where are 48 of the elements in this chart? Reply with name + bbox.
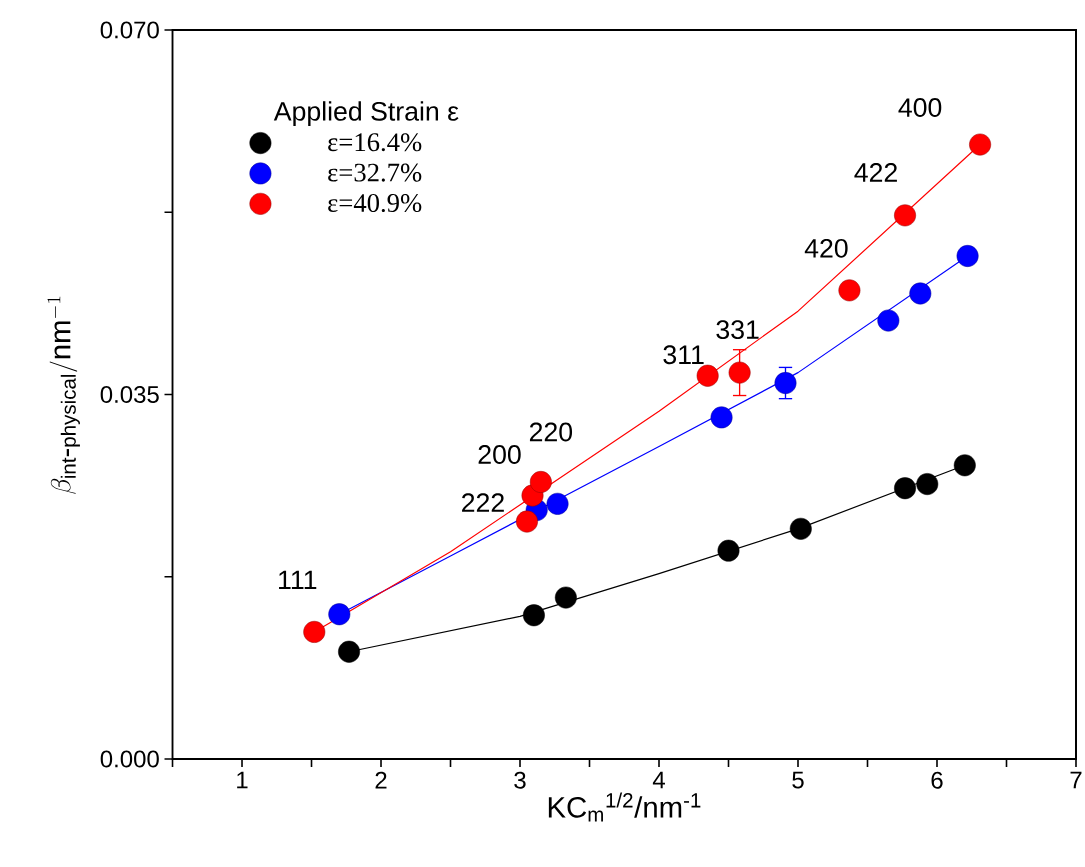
point (546, 492, 569, 515)
legend-label: ε=40.9% (328, 193, 422, 213)
point (338, 640, 360, 663)
x-tick-label: 1 (237, 771, 248, 789)
x-tick-label: 3 (514, 771, 526, 789)
annotation: 220 (529, 422, 573, 442)
y-axis-title: $\beta_{\mathrm{int\mbox{-}physical}}/\mathrm{nm}^{-1}$ (47, 296, 80, 494)
point (956, 245, 979, 267)
point (916, 473, 939, 495)
point (969, 133, 992, 156)
annotation: 111 (279, 570, 317, 590)
point (696, 364, 719, 387)
point (303, 620, 326, 643)
legend-label: ε=32.7% (328, 163, 422, 182)
annotation: 222 (462, 493, 504, 512)
y-tick-label: 0.000 (100, 750, 159, 768)
annotation: 422 (854, 163, 897, 182)
annotation: 420 (804, 238, 848, 258)
point (522, 604, 545, 627)
point (328, 603, 351, 626)
point (728, 361, 751, 384)
point (774, 372, 797, 394)
y-tick-label: 0.035 (100, 385, 159, 403)
point (554, 586, 577, 609)
legend-title: Applied Strain ε (273, 101, 459, 127)
x-tick-label: 5 (792, 771, 804, 789)
point (789, 517, 812, 540)
annotation: 311 (663, 345, 704, 365)
x-axis-title: KC$_{m}$$^{1/2}$/nm$^{-1}$ (548, 792, 701, 822)
point (529, 471, 552, 493)
point (877, 309, 900, 332)
x-tick-label: 7 (1070, 771, 1082, 789)
annotation: 400 (898, 98, 942, 117)
x-tick-label: 6 (931, 771, 943, 789)
y-tick-label: 0.070 (100, 21, 159, 39)
point (838, 279, 861, 302)
point (953, 454, 976, 477)
point (516, 510, 538, 533)
annotation: 200 (478, 445, 521, 464)
point (894, 477, 916, 500)
point (717, 539, 740, 562)
x-tick-label: 2 (375, 771, 387, 789)
point (909, 282, 932, 305)
annotation: 331 (716, 320, 759, 340)
x-tick-label: 4 (652, 771, 665, 789)
point (894, 204, 916, 227)
legend-label: ε=16.4% (328, 133, 422, 152)
point (710, 406, 733, 429)
